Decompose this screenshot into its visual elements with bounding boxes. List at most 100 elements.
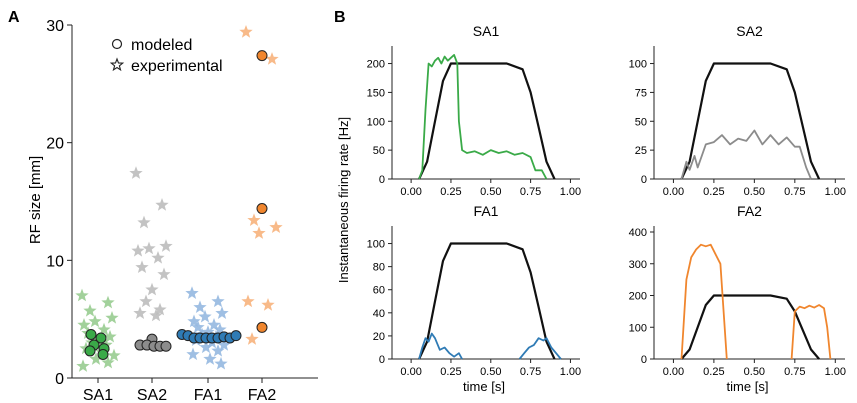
experimental-point bbox=[77, 318, 91, 331]
x-tick-label: 0.50 bbox=[480, 366, 501, 378]
experimental-point bbox=[157, 267, 171, 281]
experimental-point bbox=[198, 309, 212, 323]
experimental-point bbox=[191, 320, 205, 334]
experimental-point bbox=[241, 294, 255, 308]
subplot-fa2: FA2 0 100 200 300 400 0.00 0.25 0.50 0.75 1.00 time… bbox=[629, 203, 846, 394]
response-line bbox=[418, 332, 463, 360]
shared-y-axis-label: Instantaneous firing rate [Hz] bbox=[336, 117, 351, 283]
panel-label-b: B bbox=[334, 9, 346, 26]
x-tick-label: 0.50 bbox=[744, 366, 765, 378]
y-tick-label: 150 bbox=[367, 87, 385, 99]
experimental-point bbox=[252, 226, 266, 239]
experimental-point bbox=[261, 298, 275, 311]
x-tick-label: 0.00 bbox=[400, 186, 421, 198]
x-tick-label: 1.00 bbox=[560, 186, 581, 198]
x-tick-label: 0.75 bbox=[520, 366, 541, 378]
x-tick-label: 1.00 bbox=[825, 186, 846, 198]
x-tick-label: FA1 bbox=[194, 387, 223, 403]
experimental-point bbox=[142, 241, 156, 255]
experimental-point bbox=[211, 294, 225, 308]
y-tick-label: 400 bbox=[629, 227, 647, 239]
subplot-sa2: SA2 0 25 50 75 100 0.00 0.25 0.50 0.75 1.00 bbox=[629, 23, 846, 198]
subplot-title: SA1 bbox=[473, 23, 500, 39]
x-tick-label: SA2 bbox=[137, 387, 167, 403]
response-line bbox=[418, 54, 548, 180]
experimental-point bbox=[214, 356, 228, 370]
y-tick-label: 80 bbox=[373, 262, 385, 274]
experimental-point bbox=[153, 302, 167, 316]
y-tick-label: 200 bbox=[367, 59, 385, 71]
legend-modeled-marker bbox=[111, 38, 123, 50]
y-tick-label: 0 bbox=[641, 174, 647, 186]
experimental-point bbox=[211, 343, 225, 357]
experimental-point bbox=[149, 308, 163, 322]
x-tick-label: 0.00 bbox=[663, 186, 684, 198]
modeled-point bbox=[230, 330, 242, 342]
x-tick-label: 0.75 bbox=[520, 186, 541, 198]
modeled-point bbox=[85, 328, 97, 340]
experimental-point bbox=[201, 325, 215, 338]
experimental-point bbox=[213, 322, 227, 336]
y-tick-label: 25 bbox=[635, 145, 647, 157]
modeled-point bbox=[256, 203, 268, 215]
experimental-point bbox=[139, 294, 153, 308]
modeled-point bbox=[160, 340, 172, 352]
x-tick-label: 0.00 bbox=[663, 366, 684, 378]
y-tick-label: 10 bbox=[46, 253, 64, 270]
legend-experimental-label: experimental bbox=[131, 58, 223, 75]
y-tick-label: 50 bbox=[373, 145, 385, 157]
experimental-point bbox=[247, 213, 261, 226]
response-line bbox=[790, 304, 832, 360]
y-tick-label: 75 bbox=[635, 87, 647, 99]
stimulus-line bbox=[680, 62, 821, 180]
panel-label-a: A bbox=[8, 9, 20, 26]
x-axis-label: time [s] bbox=[463, 379, 505, 394]
x-tick-label: 0.50 bbox=[744, 186, 765, 198]
rf-size-chart: 0 10 20 30 SA1 SA2 FA1 FA2 RF size [mm] modeled ex… bbox=[27, 18, 318, 403]
response-line bbox=[680, 243, 728, 360]
experimental-point bbox=[101, 295, 115, 309]
experimental-point bbox=[187, 314, 201, 328]
modeled-point bbox=[256, 50, 268, 62]
experimental-point bbox=[155, 198, 169, 211]
experimental-point bbox=[89, 352, 103, 365]
subplot-title: SA2 bbox=[736, 23, 763, 39]
y-tick-label: 100 bbox=[367, 239, 385, 251]
experimental-point bbox=[207, 318, 221, 331]
experimental-point bbox=[107, 348, 121, 362]
y-tick-label: 0 bbox=[379, 354, 385, 366]
modeled-point bbox=[256, 321, 268, 333]
x-axis-label: time [s] bbox=[727, 379, 769, 394]
experimental-point bbox=[185, 286, 199, 299]
experimental-point bbox=[203, 352, 217, 365]
legend-experimental-marker bbox=[109, 57, 125, 72]
experimental-point bbox=[265, 52, 279, 65]
y-axis-label: RF size [mm] bbox=[27, 156, 44, 244]
experimental-point bbox=[101, 355, 115, 369]
experimental-point bbox=[105, 310, 119, 324]
subplot-title: FA2 bbox=[737, 203, 762, 219]
subplot-title: FA1 bbox=[474, 203, 499, 219]
y-tick-label: 200 bbox=[629, 291, 647, 303]
experimental-point bbox=[135, 260, 149, 274]
experimental-point bbox=[131, 243, 145, 257]
experimental-point bbox=[145, 282, 159, 296]
x-tick-label: 0.50 bbox=[480, 186, 501, 198]
experimental-point bbox=[129, 166, 143, 179]
y-tick-label: 0 bbox=[379, 174, 385, 186]
y-tick-label: 0 bbox=[55, 371, 64, 388]
experimental-point bbox=[215, 306, 229, 319]
experimental-point bbox=[97, 322, 111, 336]
x-tick-label: 0.00 bbox=[400, 366, 421, 378]
x-tick-label: 0.25 bbox=[440, 366, 461, 378]
experimental-point bbox=[137, 215, 151, 229]
x-tick-label: 0.75 bbox=[784, 366, 805, 378]
x-tick-label: 0.25 bbox=[703, 366, 724, 378]
y-tick-label: 20 bbox=[373, 331, 385, 343]
y-tick-label: 20 bbox=[46, 136, 64, 153]
stimulus-line bbox=[680, 294, 820, 360]
experimental-point bbox=[159, 239, 173, 252]
experimental-point bbox=[199, 340, 213, 354]
